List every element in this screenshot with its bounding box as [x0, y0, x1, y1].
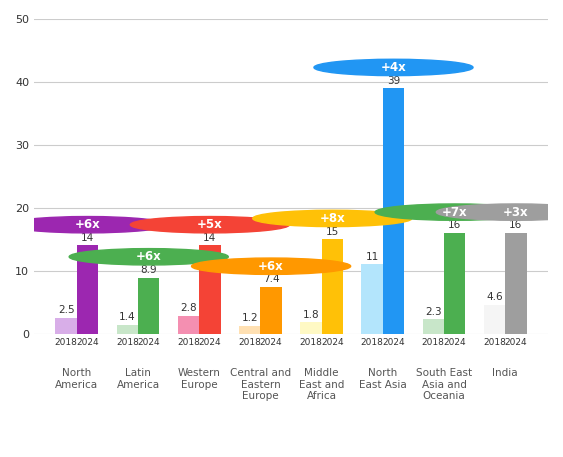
Text: 4.6: 4.6	[486, 292, 503, 302]
Text: 2.3: 2.3	[425, 307, 441, 317]
Circle shape	[131, 217, 289, 233]
Text: South East
Asia and
Oceania: South East Asia and Oceania	[416, 368, 472, 401]
Bar	[239, 326, 261, 334]
Bar	[505, 233, 526, 334]
Text: +6x: +6x	[75, 218, 100, 231]
Text: 1.4: 1.4	[119, 312, 136, 322]
Bar	[484, 305, 505, 334]
Text: Western
Europe: Western Europe	[178, 368, 221, 390]
Text: 14: 14	[203, 233, 217, 243]
Text: +5x: +5x	[197, 218, 223, 231]
Circle shape	[8, 217, 167, 233]
Text: +7x: +7x	[442, 206, 467, 218]
Bar	[383, 88, 404, 334]
Text: 16: 16	[510, 220, 522, 230]
Text: India: India	[493, 368, 518, 378]
Text: Middle
East and
Africa: Middle East and Africa	[299, 368, 345, 401]
Text: Latin
America: Latin America	[117, 368, 159, 390]
Text: 2.5: 2.5	[58, 305, 74, 315]
Bar	[117, 325, 138, 334]
Circle shape	[375, 204, 534, 220]
Bar	[423, 319, 444, 334]
Text: North
East Asia: North East Asia	[359, 368, 406, 390]
Text: +4x: +4x	[381, 61, 406, 74]
Bar	[300, 322, 321, 334]
Text: North
America: North America	[55, 368, 99, 390]
Circle shape	[253, 210, 412, 227]
Circle shape	[69, 249, 228, 265]
Text: 7.4: 7.4	[263, 275, 279, 284]
Bar	[178, 316, 199, 334]
Circle shape	[314, 59, 473, 75]
Text: 1.2: 1.2	[242, 314, 258, 324]
Text: 14: 14	[81, 233, 94, 243]
Bar	[261, 287, 282, 334]
Text: 11: 11	[365, 252, 379, 262]
Text: +3x: +3x	[503, 206, 529, 218]
Text: Central and
Eastern
Europe: Central and Eastern Europe	[230, 368, 291, 401]
Text: +6x: +6x	[136, 250, 162, 263]
Text: 1.8: 1.8	[302, 310, 319, 320]
Text: +6x: +6x	[258, 260, 284, 273]
Bar	[77, 245, 98, 334]
Bar	[199, 245, 221, 334]
Text: 39: 39	[387, 76, 400, 85]
Text: 8.9: 8.9	[140, 265, 157, 275]
Bar	[55, 318, 77, 334]
Text: +8x: +8x	[319, 212, 345, 225]
Text: 15: 15	[325, 227, 339, 237]
Bar	[321, 239, 343, 334]
Bar	[138, 277, 159, 334]
Circle shape	[191, 258, 351, 274]
Text: 16: 16	[448, 220, 461, 230]
Text: 2.8: 2.8	[180, 303, 197, 314]
Circle shape	[436, 204, 563, 220]
Bar	[361, 264, 383, 334]
Bar	[444, 233, 466, 334]
